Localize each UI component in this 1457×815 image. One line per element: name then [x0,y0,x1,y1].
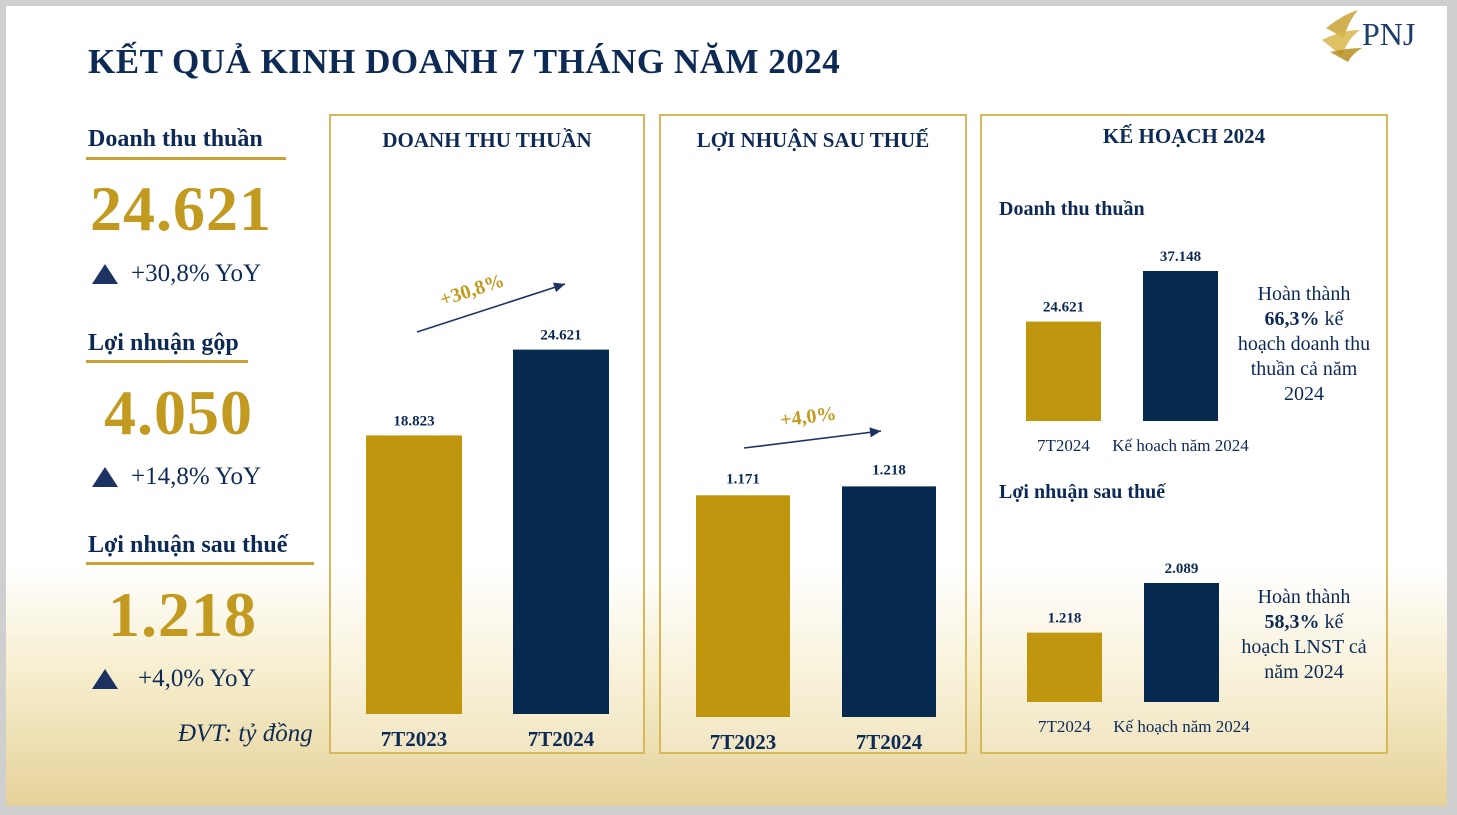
plan-revenue-note-tail: kế [1319,308,1344,330]
category-label: 7T2024 [1037,436,1090,452]
data-label: 1.218 [872,462,906,478]
data-label: 24.621 [540,328,581,344]
plan-revenue-note: Hoàn thành 66,3% kế hoạch doanh thu thuầ… [1236,282,1372,407]
bar-7t2024 [1026,321,1101,421]
category-label: 7T2024 [1038,717,1091,736]
category-label: 7T2023 [710,730,777,754]
kpi-gross-profit-underline [86,360,248,363]
bar-kế-hoạch-năm-2024 [1144,583,1219,702]
kpi-net-profit-yoy: +4,0% YoY [138,665,256,692]
kpi-gross-profit-label: Lợi nhuận gộp [88,330,239,356]
trend-arrow-line [416,283,566,333]
plan-profit-note-line1: Hoàn thành [1257,586,1351,608]
data-label: 18.823 [393,413,434,429]
category-label: 7T2023 [381,727,448,751]
data-label: 2.089 [1165,561,1199,577]
bar-7t2024 [842,486,936,717]
plan-revenue-chart: 24.621 7T2024 37.148 Kế hoạch năm 2024 [1026,249,1249,452]
net-profit-chart-title: LỢI NHUẬN SAU THUẾ [696,128,930,152]
slide: KẾT QUẢ KINH DOANH 7 THÁNG NĂM 2024 PNJ … [6,6,1447,806]
kpi-net-profit-underline [86,562,314,565]
kpi-revenue-label: Doanh thu thuần [88,126,263,152]
up-triangle-icon [92,467,118,487]
trend-arrow-line [743,430,882,449]
data-label: 37.148 [1160,249,1201,265]
revenue-chart-title: DOANH THU THUẦN [382,128,592,152]
trend-arrow-head [869,427,881,438]
bar-7t2024 [513,349,609,714]
plan-profit-note: Hoàn thành 58,3% kế hoạch LNST cả năm 20… [1234,585,1374,685]
pnj-logo-icon [1322,10,1362,62]
kpi-revenue-underline [86,157,286,160]
trend-arrow-head [552,282,565,293]
bar-kế-hoạch-năm-2024 [1143,271,1218,421]
growth-annotation: +4,0% [779,403,838,432]
revenue-chart: 18.823 7T2023 24.621 7T2024 +30,8% [366,270,609,751]
category-label: 7T2024 [528,727,595,751]
kpi-net-profit-label: Lợi nhuận sau thuế [88,532,288,558]
plan-revenue-subtitle: Doanh thu thuần [999,198,1145,220]
category-label: Kế hoạch năm 2024 [1113,717,1250,736]
kpi-gross-profit-value: 4.050 [104,377,253,448]
plan-profit-note-pct: 58,3% [1264,611,1320,633]
plan-revenue-note-pct: 66,3% [1264,308,1320,330]
unit-note: ĐVT: tỷ đồng [178,720,313,747]
data-label: 1.171 [726,471,760,487]
up-triangle-icon [92,264,118,284]
plan-profit-note-rest: hoạch LNST cả năm 2024 [1241,636,1367,683]
data-label: 24.621 [1043,300,1084,316]
category-label: Kế hoạch năm 2024 [1112,436,1249,452]
logo-text: PNJ [1362,16,1416,52]
net-profit-chart: 1.171 7T2023 1.218 7T2024 +4,0% [696,403,936,754]
category-label: 7T2024 [856,730,923,754]
plan-profit-note-tail: kế [1319,611,1344,633]
kpi-revenue-yoy: +30,8% YoY [131,260,262,287]
up-triangle-icon [92,669,118,689]
data-label: 1.218 [1048,611,1082,627]
page-title: KẾT QUẢ KINH DOANH 7 THÁNG NĂM 2024 [88,42,841,81]
plan-title: KẾ HOẠCH 2024 [1102,124,1266,148]
plan-revenue-note-line1: Hoàn thành [1257,283,1351,305]
bar-7t2024 [1027,632,1102,702]
plan-profit-chart: 1.218 7T2024 2.089 Kế hoạch năm 2024 [1027,561,1250,736]
plan-profit-subtitle: Lợi nhuận sau thuế [999,481,1166,503]
growth-annotation: +30,8% [437,270,507,311]
bar-7t2023 [366,435,462,714]
kpi-net-profit-value: 1.218 [108,579,257,650]
kpi-revenue-value: 24.621 [90,173,272,244]
bar-7t2023 [696,495,790,717]
kpi-gross-profit-yoy: +14,8% YoY [131,463,262,490]
plan-revenue-note-rest: hoạch doanh thu thuần cả năm 2024 [1237,333,1371,405]
